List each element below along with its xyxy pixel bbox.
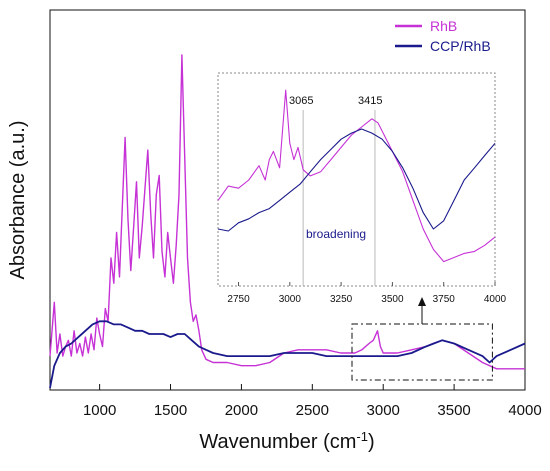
y-axis-title: Absorbance (a.u.) <box>7 121 29 280</box>
inset-x-tick-label-3500: 3500 <box>381 294 404 305</box>
legend-label-ccp-rhb: CCP/RhB <box>430 38 491 54</box>
inset-x-axis: 2750 3000 3250 3500 3750 4000 <box>227 282 507 305</box>
legend-label-rhb: RhB <box>430 18 457 34</box>
inset-x-tick-label-3000: 3000 <box>279 294 302 305</box>
main-x-tick-label-3500: 3500 <box>437 402 470 419</box>
annotation-3415: 3415 <box>358 95 382 107</box>
inset-x-tick-label-3250: 3250 <box>330 294 353 305</box>
main-x-tick-label-2500: 2500 <box>296 402 329 419</box>
inset-series-line-rhb <box>217 89 496 263</box>
main-x-axis: 1000 1500 2000 2500 3000 3500 4000 <box>83 384 542 419</box>
inset-reference-lines <box>302 110 376 286</box>
legend: RhB CCP/RhB <box>395 18 491 54</box>
main-x-tick-label-2000: 2000 <box>225 402 258 419</box>
inset-x-tick-label-2750: 2750 <box>227 294 250 305</box>
main-series-line-ccp-rhb <box>49 320 526 389</box>
x-axis-title: Wavenumber (cm-1) <box>199 429 374 453</box>
annotation-broadening: broadening <box>306 227 366 241</box>
main-x-tick-label-4000: 4000 <box>508 402 541 419</box>
inset-x-tick-label-4000: 4000 <box>484 294 507 305</box>
zoom-arrow <box>418 297 426 324</box>
main-x-tick-label-1000: 1000 <box>83 402 116 419</box>
main-x-tick-label-3000: 3000 <box>367 402 400 419</box>
inset-x-tick-label-3750: 3750 <box>433 294 456 305</box>
main-series-layer <box>49 54 526 389</box>
inset-frame <box>217 72 496 287</box>
inset-series-layer <box>217 89 496 263</box>
main-plot-frame <box>49 9 526 391</box>
inset-series-line-ccp-rhb <box>217 128 496 232</box>
main-x-tick-label-1500: 1500 <box>154 402 187 419</box>
annotation-3065: 3065 <box>289 95 313 107</box>
main-series-line-rhb <box>49 54 525 370</box>
